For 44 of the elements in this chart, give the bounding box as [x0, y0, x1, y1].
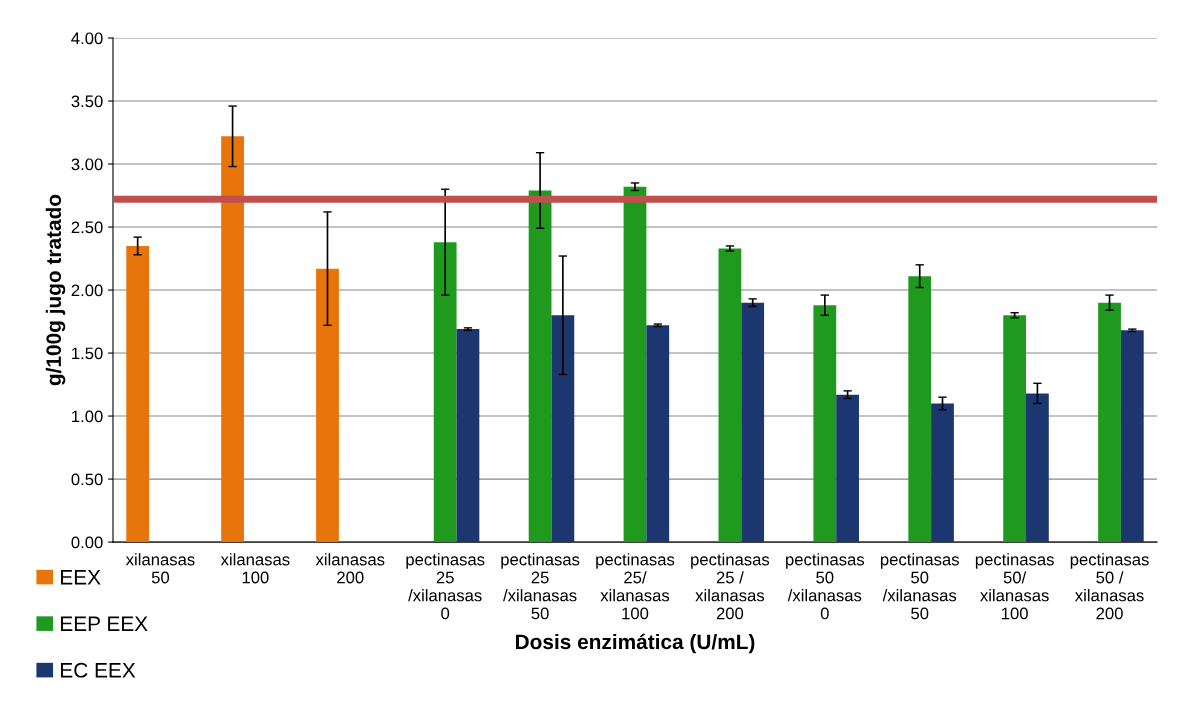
- x-tick-label: xilanasas 200: [315, 553, 385, 584]
- x-tick-label: xilanasas 100: [220, 553, 290, 584]
- x-axis-title: Dosis enzimática (U/mL): [515, 633, 755, 654]
- bar: [1026, 393, 1049, 543]
- legend-label: EEX: [61, 570, 101, 585]
- bar: [813, 305, 837, 543]
- bar: [908, 276, 932, 543]
- y-tick-label: 1.00: [72, 410, 103, 423]
- x-tick-label: pectinasas 25 /xilanasas 50: [501, 553, 580, 620]
- bar: [316, 268, 339, 543]
- y-tick-label: 3.00: [71, 158, 103, 171]
- x-tick-label: xilanasas 50: [125, 553, 195, 584]
- y-tick-label: 4.00: [71, 32, 103, 45]
- bar: [646, 325, 670, 543]
- bar: [433, 242, 457, 543]
- legend-label: EC EEX: [61, 662, 136, 678]
- y-tick-label: 2.50: [71, 221, 103, 234]
- y-tick-label: 0.50: [71, 473, 103, 486]
- bar: [126, 245, 150, 543]
- x-tick-label: pectinasas 50/ xilanasas 100: [975, 553, 1054, 620]
- bar: [1120, 330, 1144, 543]
- bar: [528, 190, 552, 543]
- x-tick-label: pectinasas 50 /xilanasas 0: [786, 553, 865, 620]
- bar: [931, 403, 954, 543]
- bar: [718, 248, 742, 543]
- y-tick-label: 3.50: [71, 95, 103, 108]
- y-axis-title: g/100g jugo tratado: [45, 194, 66, 386]
- bar: [741, 302, 765, 543]
- y-tick-label: 2.00: [71, 284, 103, 297]
- y-tick-label: 0.00: [71, 536, 103, 549]
- legend-label: EEP EEX: [61, 616, 148, 631]
- x-tick-label: pectinasas 25/ xilanasas 100: [596, 553, 675, 620]
- x-tick-label: pectinasas 25 / xilanasas 200: [691, 553, 770, 620]
- bar: [551, 315, 575, 543]
- bar: [1098, 302, 1121, 543]
- x-tick-label: pectinasas 50 / xilanasas 200: [1070, 553, 1149, 620]
- bar: [836, 394, 859, 543]
- x-tick-label: pectinasas 25 /xilanasas 0: [406, 553, 485, 620]
- x-tick-label: pectinasas 50 /xilanasas 50: [880, 553, 959, 620]
- bar: [1003, 315, 1027, 543]
- bar: [221, 136, 244, 543]
- bar: [456, 329, 480, 543]
- y-tick-label: 1.50: [72, 347, 103, 360]
- bar: [623, 186, 647, 543]
